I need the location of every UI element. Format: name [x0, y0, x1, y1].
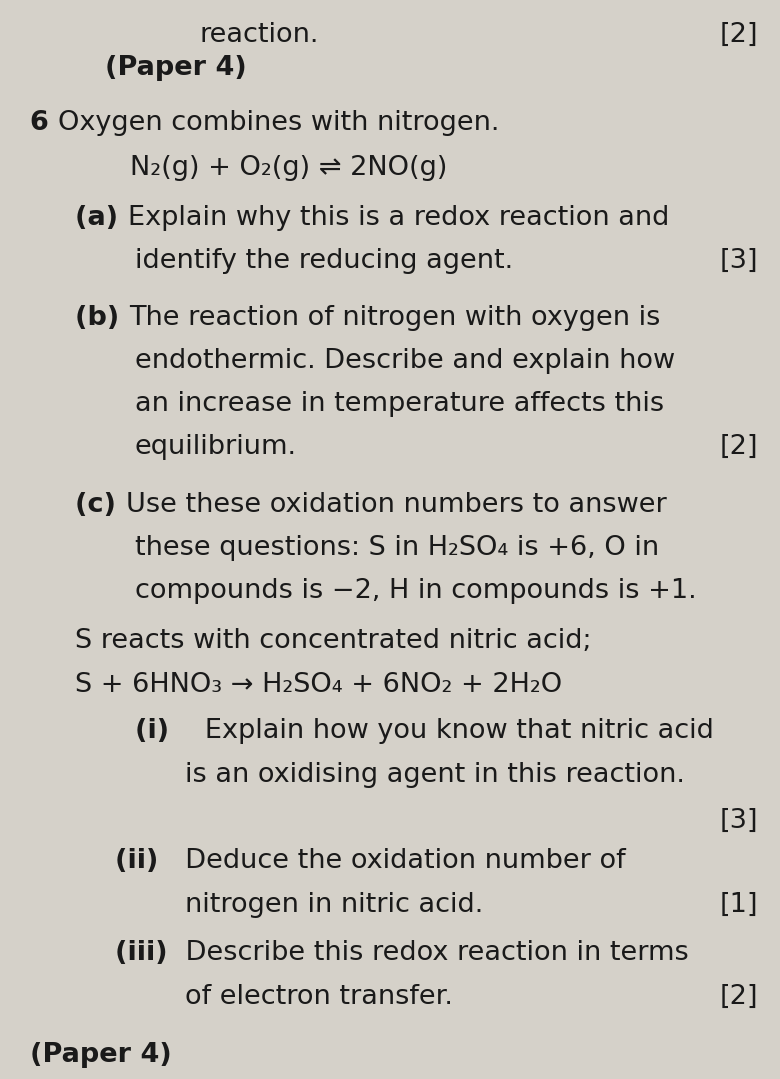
- Text: S reacts with concentrated nitric acid;: S reacts with concentrated nitric acid;: [75, 628, 591, 654]
- Text: (c): (c): [75, 492, 126, 518]
- Text: The reaction of nitrogen with oxygen is: The reaction of nitrogen with oxygen is: [129, 305, 660, 331]
- Text: reaction.: reaction.: [200, 22, 319, 47]
- Text: these questions: S in H₂SO₄ is +6, O in: these questions: S in H₂SO₄ is +6, O in: [135, 535, 659, 561]
- Text: (i): (i): [135, 718, 179, 745]
- Text: (b): (b): [75, 305, 129, 331]
- Text: is an oxidising agent in this reaction.: is an oxidising agent in this reaction.: [185, 762, 685, 788]
- Text: [1]: [1]: [720, 892, 759, 918]
- Text: Explain why this is a redox reaction and: Explain why this is a redox reaction and: [128, 205, 669, 231]
- Text: Deduce the oxidation number of: Deduce the oxidation number of: [168, 848, 626, 874]
- Text: [3]: [3]: [720, 808, 759, 834]
- Text: [3]: [3]: [720, 248, 759, 274]
- Text: Use these oxidation numbers to answer: Use these oxidation numbers to answer: [126, 492, 666, 518]
- Text: Oxygen combines with nitrogen.: Oxygen combines with nitrogen.: [58, 110, 500, 136]
- Text: S + 6HNO₃ → H₂SO₄ + 6NO₂ + 2H₂O: S + 6HNO₃ → H₂SO₄ + 6NO₂ + 2H₂O: [75, 672, 562, 698]
- Text: equilibrium.: equilibrium.: [135, 434, 297, 460]
- Text: nitrogen in nitric acid.: nitrogen in nitric acid.: [185, 892, 484, 918]
- Text: [2]: [2]: [720, 434, 759, 460]
- Text: (ii): (ii): [115, 848, 168, 874]
- Text: N₂(g) + O₂(g) ⇌ 2NO(g): N₂(g) + O₂(g) ⇌ 2NO(g): [130, 155, 448, 181]
- Text: Describe this redox reaction in terms: Describe this redox reaction in terms: [177, 940, 689, 966]
- Text: [2]: [2]: [720, 984, 759, 1010]
- Text: [2]: [2]: [720, 22, 759, 47]
- Text: endothermic. Describe and explain how: endothermic. Describe and explain how: [135, 349, 675, 374]
- Text: (iii): (iii): [115, 940, 177, 966]
- Text: Explain how you know that nitric acid: Explain how you know that nitric acid: [179, 718, 714, 745]
- Text: identify the reducing agent.: identify the reducing agent.: [135, 248, 513, 274]
- Text: compounds is −2, H in compounds is +1.: compounds is −2, H in compounds is +1.: [135, 578, 697, 604]
- Text: an increase in temperature affects this: an increase in temperature affects this: [135, 391, 664, 416]
- Text: (Paper 4): (Paper 4): [30, 1042, 172, 1068]
- Text: (Paper 4): (Paper 4): [105, 55, 246, 81]
- Text: 6: 6: [30, 110, 58, 136]
- Text: of electron transfer.: of electron transfer.: [185, 984, 453, 1010]
- Text: (a): (a): [75, 205, 128, 231]
